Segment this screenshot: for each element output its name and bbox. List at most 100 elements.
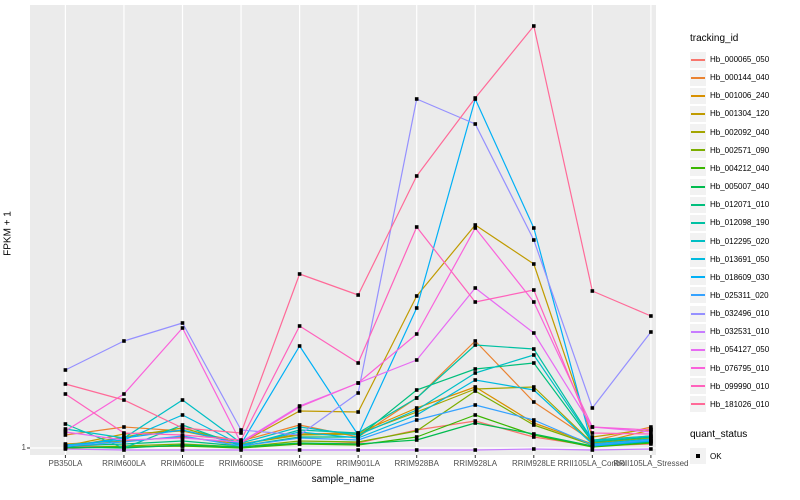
data-point <box>590 425 595 429</box>
data-point <box>414 429 419 433</box>
data-point <box>122 446 126 450</box>
data-point <box>356 410 360 414</box>
legend-item-Hb_099990_010: Hb_099990_010 <box>690 378 769 395</box>
data-point <box>473 421 478 425</box>
data-point <box>414 358 419 362</box>
data-point <box>532 388 536 392</box>
legend-item-Hb_001304_120: Hb_001304_120 <box>690 105 769 122</box>
legend-key-swatch <box>690 87 706 104</box>
legend-item-Hb_000144_040: Hb_000144_040 <box>690 69 770 86</box>
data-point <box>122 398 126 402</box>
legend-key-swatch <box>690 378 706 395</box>
data-point <box>180 423 185 427</box>
data-point <box>649 434 653 438</box>
legend-key-swatch <box>690 69 706 86</box>
legend-item-label: Hb_013691_050 <box>710 254 770 264</box>
data-point <box>297 441 302 445</box>
data-point <box>356 293 360 297</box>
data-point <box>532 288 536 292</box>
data-point <box>590 439 595 443</box>
data-point <box>356 391 360 395</box>
legend-key-swatch <box>690 305 706 322</box>
legend-key-line <box>691 131 705 134</box>
data-point <box>122 442 126 446</box>
data-point <box>473 226 478 230</box>
legend-item-Hb_012295_020: Hb_012295_020 <box>690 233 769 249</box>
legend-key-line <box>691 167 705 170</box>
data-point <box>63 444 68 448</box>
data-point <box>414 225 419 229</box>
x-tick-label-RRIM928BA: RRIM928BA <box>394 459 439 468</box>
legend-key-swatch <box>690 360 706 377</box>
x-tick-label-RRIM600LA: RRIM600LA <box>102 459 146 468</box>
data-point <box>532 331 536 335</box>
data-point <box>63 427 68 431</box>
y-axis-title: FPKM + 1 <box>2 211 14 256</box>
data-point <box>649 432 653 436</box>
legend-key-swatch <box>690 448 706 465</box>
data-point <box>63 392 68 396</box>
legend-item-label: Hb_012098_190 <box>710 218 770 228</box>
data-point <box>414 306 419 310</box>
data-point <box>473 122 478 126</box>
data-point <box>297 324 302 328</box>
data-point <box>180 428 185 432</box>
x-tick-label-RRII105LA_Stressed: RRII105LA_Stressed <box>613 459 689 468</box>
x-tick-label-RRIM600PE: RRIM600PE <box>277 459 322 468</box>
data-point <box>297 405 302 409</box>
legend-item-label: Hb_018609_030 <box>710 272 770 282</box>
data-point <box>590 435 595 439</box>
legend-key-line <box>691 330 705 333</box>
legend-key-swatch <box>690 251 706 268</box>
legend-item-label: Hb_181026_010 <box>710 399 770 409</box>
legend-item-label: Hb_000144_040 <box>710 73 770 83</box>
data-point <box>649 438 653 442</box>
data-point <box>180 398 185 402</box>
data-point <box>180 413 185 417</box>
data-point <box>297 272 302 276</box>
legend-key-line <box>691 276 705 279</box>
data-point <box>473 371 478 375</box>
data-point <box>356 381 360 385</box>
x-tick-labels: PB350LA RRIM600LA RRIM600LE RRIM600SE RRIM60… <box>0 459 800 471</box>
legend-item-label: Hb_002571_090 <box>710 145 770 155</box>
legend-item-Hb_018609_030: Hb_018609_030 <box>690 269 770 286</box>
legend-key-line <box>691 240 705 242</box>
data-point <box>63 368 68 372</box>
data-point <box>297 433 302 437</box>
data-point <box>649 430 653 434</box>
legend-item-label: Hb_001006_240 <box>710 91 770 101</box>
legend-item-label: Hb_054127_050 <box>710 345 770 355</box>
data-point <box>180 321 185 325</box>
data-point <box>532 421 536 425</box>
data-point <box>122 431 126 435</box>
data-point <box>414 97 419 101</box>
legend-key-line <box>691 185 705 188</box>
legend-item-quant-ok: OK <box>690 448 722 465</box>
legend-item-Hb_001006_240: Hb_001006_240 <box>690 87 770 104</box>
data-point <box>473 367 478 371</box>
legend-item-Hb_025311_020: Hb_025311_020 <box>690 287 769 304</box>
data-point <box>473 223 478 227</box>
data-point <box>649 425 653 429</box>
legend-key-swatch <box>690 178 706 195</box>
legend-item-Hb_012098_190: Hb_012098_190 <box>690 214 770 231</box>
data-point <box>532 226 536 230</box>
legend-item-Hb_032496_010: Hb_032496_010 <box>690 305 769 322</box>
legend-item-Hb_000065_050: Hb_000065_050 <box>690 51 769 68</box>
data-point <box>356 433 360 437</box>
data-point <box>473 389 478 393</box>
data-point <box>297 439 302 443</box>
legend-key-swatch <box>690 51 706 68</box>
data-point <box>414 435 419 439</box>
data-point <box>356 440 360 444</box>
data-point <box>414 438 419 442</box>
legend-key-line <box>691 203 705 206</box>
legend-item-Hb_002092_040: Hb_002092_040 <box>690 124 769 141</box>
data-point <box>122 425 126 429</box>
data-point <box>590 289 595 293</box>
legend-key-line <box>691 112 705 115</box>
data-point <box>532 353 536 357</box>
legend-item-Hb_076795_010: Hb_076795_010 <box>690 360 769 377</box>
